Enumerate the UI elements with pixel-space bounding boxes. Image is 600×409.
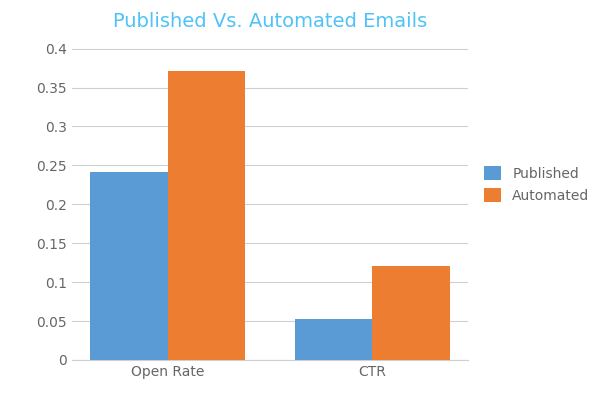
Legend: Published, Automated: Published, Automated	[479, 161, 595, 208]
Bar	[168, 71, 245, 360]
Bar	[90, 172, 168, 360]
Bar	[295, 319, 372, 360]
Bar	[372, 266, 450, 360]
Title: Published Vs. Automated Emails: Published Vs. Automated Emails	[113, 12, 427, 31]
